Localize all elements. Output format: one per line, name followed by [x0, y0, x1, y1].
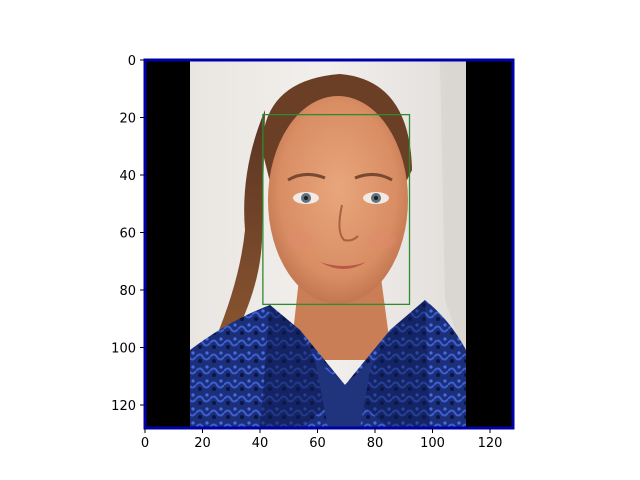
y-tick-label: 80 [119, 284, 136, 299]
x-tick-label: 20 [194, 436, 211, 451]
x-tick-label: 80 [367, 436, 384, 451]
y-tick-label: 60 [119, 227, 136, 242]
x-tick-label: 60 [309, 436, 326, 451]
x-tick-label: 0 [141, 436, 149, 451]
y-axis: 0 20 40 60 80 100 120 [111, 54, 145, 414]
x-tick-label: 100 [420, 436, 445, 451]
x-axis: 0 20 40 60 80 100 120 [141, 428, 503, 451]
y-tick-label: 0 [128, 54, 136, 69]
y-tick-label: 100 [111, 342, 136, 357]
x-tick-label: 40 [252, 436, 269, 451]
x-tick-label: 120 [478, 436, 503, 451]
y-tick-label: 20 [119, 112, 136, 127]
image-axes [143, 58, 515, 430]
y-tick-label: 40 [119, 169, 136, 184]
axes-frame [143, 58, 515, 430]
y-tick-label: 120 [111, 399, 136, 414]
portrait-photo [190, 60, 466, 428]
face-bounding-box [262, 113, 411, 306]
